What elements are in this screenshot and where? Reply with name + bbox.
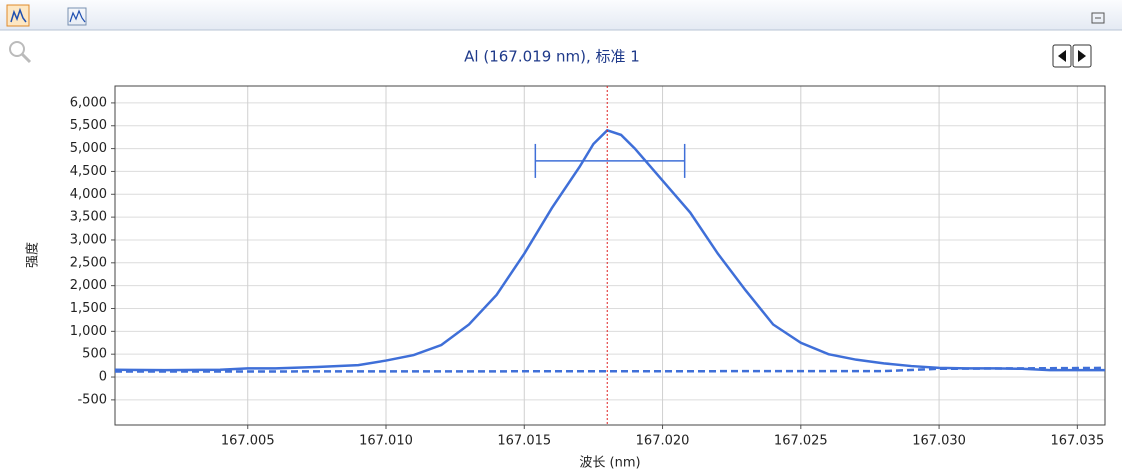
plot-border [114, 85, 1106, 426]
y-tick-label: 3,000 [70, 232, 107, 247]
x-tick-label: 167.010 [359, 434, 413, 449]
x-tick-label: 167.015 [497, 434, 551, 449]
overlay-view-button[interactable] [67, 7, 87, 26]
zoom-icon[interactable] [9, 41, 32, 64]
y-axis-label: 强度 [25, 242, 41, 268]
x-tick-label: 167.025 [774, 434, 828, 449]
y-tick-label: 2,000 [70, 278, 107, 293]
prev-button[interactable] [1052, 44, 1072, 68]
y-tick-label: 0 [99, 370, 107, 385]
y-tick-label: 5,000 [70, 141, 107, 156]
restore-button[interactable] [1091, 12, 1105, 24]
spectrum-view-button[interactable] [6, 4, 30, 27]
y-tick-label: 1,500 [70, 301, 107, 316]
x-tick-label: 167.035 [1050, 434, 1104, 449]
y-tick-label: 5,500 [70, 118, 107, 133]
y-tick-label: 3,500 [70, 210, 107, 225]
y-tick-label: 500 [82, 347, 107, 362]
y-tick-label: -500 [77, 392, 107, 407]
y-tick-label: 6,000 [70, 95, 107, 110]
y-tick-label: 1,000 [70, 324, 107, 339]
x-axis-label: 波长 (nm) [579, 456, 640, 471]
series-line [114, 366, 1106, 373]
y-tick-label: 2,500 [70, 255, 107, 270]
y-tick-label: 4,000 [70, 187, 107, 202]
toolbar [0, 0, 1122, 30]
next-button[interactable] [1072, 44, 1092, 68]
x-tick-label: 167.020 [636, 434, 690, 449]
plot-area [115, 86, 1105, 425]
chart-title: Al (167.019 nm), 标准 1 [464, 48, 640, 66]
x-tick-label: 167.030 [912, 434, 966, 449]
x-tick-label: 167.005 [221, 434, 275, 449]
y-tick-label: 4,500 [70, 164, 107, 179]
series-line [114, 128, 1105, 372]
